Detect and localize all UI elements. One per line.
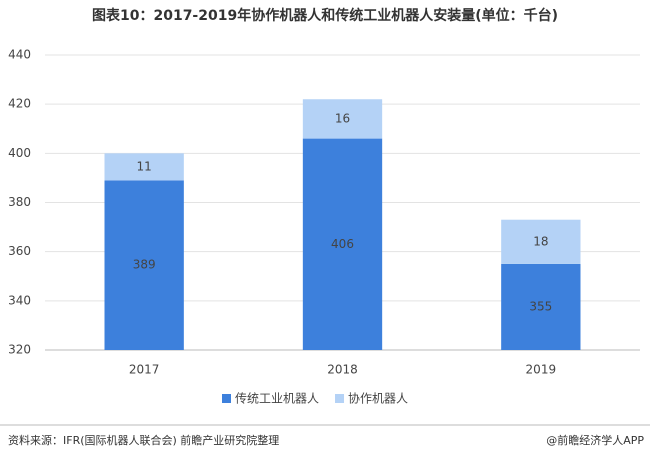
y-tick-label: 440 [8, 48, 31, 62]
data-label: 406 [331, 237, 354, 251]
legend-label: 传统工业机器人 [235, 391, 319, 406]
bar-segment [501, 263, 581, 350]
data-label: 16 [335, 111, 350, 125]
data-label: 389 [133, 258, 156, 272]
bar-segment [104, 180, 184, 350]
source: 资料来源：IFR(国际机器人联合会) 前瞻产业研究院整理 [8, 433, 279, 447]
credit: @前瞻经济学人APP [546, 433, 644, 447]
chart-title: 图表10：2017-2019年协作机器人和传统工业机器人安装量(单位：千台) [92, 7, 558, 24]
bar-segment [302, 99, 383, 139]
legend-swatch [335, 394, 345, 403]
y-tick-label: 340 [8, 293, 31, 307]
bar-segment [302, 138, 383, 350]
y-tick-label: 360 [8, 244, 31, 258]
y-tick-label: 400 [8, 146, 31, 160]
y-tick-label: 380 [8, 195, 31, 209]
bar-segment [104, 153, 184, 181]
bar-segment [501, 219, 581, 264]
y-tick-label: 420 [8, 97, 31, 111]
legend-swatch [222, 394, 231, 403]
x-tick-label: 2017 [129, 363, 160, 377]
legend-label: 协作机器人 [348, 391, 408, 406]
data-label: 355 [529, 299, 552, 313]
x-tick-label: 2019 [526, 363, 557, 377]
data-label: 11 [137, 159, 152, 173]
data-label: 18 [533, 234, 548, 248]
x-tick-label: 2018 [327, 363, 358, 377]
y-tick-label: 320 [8, 343, 31, 357]
